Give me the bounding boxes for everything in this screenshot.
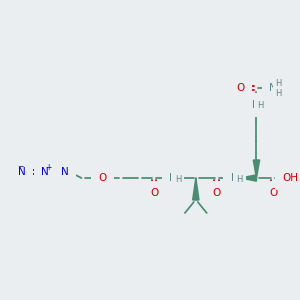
Text: N: N (41, 167, 49, 177)
Text: O: O (150, 188, 158, 198)
Text: O: O (213, 188, 221, 198)
Text: +: + (46, 163, 52, 172)
Text: O: O (98, 173, 106, 183)
Text: −: − (17, 163, 23, 172)
Text: N: N (61, 167, 68, 177)
Text: H: H (236, 175, 243, 184)
Text: N: N (18, 167, 26, 177)
Text: N: N (252, 100, 259, 110)
Polygon shape (241, 175, 256, 181)
Text: H: H (275, 88, 281, 98)
Text: O: O (269, 188, 278, 198)
Text: OH: OH (282, 173, 298, 183)
Text: O: O (236, 83, 245, 93)
Text: N: N (231, 173, 239, 183)
Text: H: H (257, 101, 264, 110)
Text: H: H (175, 175, 181, 184)
Polygon shape (193, 178, 199, 200)
Polygon shape (253, 160, 260, 178)
Text: N: N (269, 83, 277, 93)
Text: N: N (169, 173, 177, 183)
Text: H: H (275, 80, 281, 88)
